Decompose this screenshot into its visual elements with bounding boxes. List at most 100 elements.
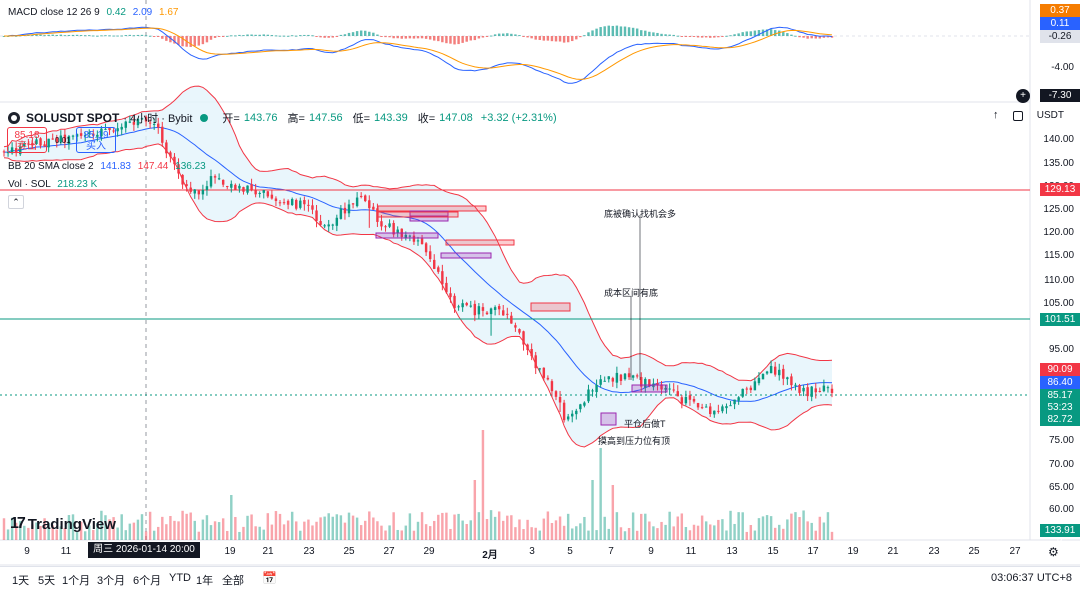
volume-bar (575, 526, 578, 540)
candle-body (830, 388, 834, 393)
candle-body (169, 152, 172, 157)
clock-readout[interactable]: 03:06:37 UTC+8 (990, 572, 1072, 584)
fullscreen-icon[interactable] (1013, 111, 1023, 121)
crosshair-date-label: 周三 2026-01-14 20:00 (88, 542, 200, 558)
candle-body (558, 396, 562, 403)
macd-histogram-bar (644, 30, 647, 36)
volume-bar (278, 513, 282, 540)
annotation-cost-range[interactable]: 成本区间有底 (604, 288, 659, 298)
volume-bar (368, 511, 371, 540)
collapse-legend-button[interactable]: ⌃ (8, 195, 24, 209)
range-button[interactable]: YTD (169, 572, 191, 584)
volume-bar (262, 529, 265, 540)
candle-body (445, 282, 448, 293)
volume-legend[interactable]: Vol · SOL 218.23 K (8, 179, 97, 190)
macd-histogram-bar (303, 34, 306, 36)
macd-histogram-bar (295, 35, 298, 37)
macd-histogram-bar (652, 32, 655, 36)
volume-bar (104, 515, 107, 540)
volume-bar (372, 517, 375, 540)
candle-body (648, 379, 651, 386)
range-button[interactable]: 1天 (12, 575, 30, 587)
annotation-bottom-confirmed[interactable]: 底被确认找机会多 (604, 209, 677, 219)
annotation-close-then-t[interactable]: 平仓后做T (624, 419, 666, 429)
candle-body (347, 204, 351, 214)
volume-bar (648, 521, 651, 540)
annotation-touch-resistance[interactable]: 摸高到压力位有顶 (598, 436, 671, 446)
calendar-icon[interactable]: 📅 (262, 571, 277, 585)
close-value: 147.08 (439, 112, 473, 124)
candle-body (591, 390, 594, 392)
volume-bar (226, 530, 229, 540)
price-axis-tick: 95.00 (1048, 344, 1074, 355)
volume-bar (92, 529, 95, 540)
macd-histogram-bar (152, 36, 156, 37)
range-button[interactable]: 3个月 (97, 575, 126, 587)
macd-histogram-bar (201, 36, 205, 45)
volume-bar (688, 530, 692, 540)
candle-body (550, 381, 554, 392)
candle-body (173, 156, 176, 165)
settings-icon[interactable]: ⚙ (1048, 545, 1059, 559)
range-button[interactable]: 1年 (196, 575, 214, 587)
macd-histogram-bar (782, 32, 785, 36)
candle-body (469, 305, 472, 307)
macd-histogram-bar (753, 30, 757, 36)
macd-histogram-bar (461, 36, 464, 43)
volume-bar (477, 512, 481, 540)
volume-bar (286, 520, 290, 540)
candle-body (579, 404, 582, 410)
range-button[interactable]: 1个月 (62, 575, 91, 587)
tag-support: 101.51 (1040, 313, 1080, 326)
currency-selector[interactable]: USDT (1036, 110, 1064, 121)
macd-histogram-bar (51, 34, 54, 36)
volume-bar (627, 527, 631, 540)
sell-button[interactable]: 85.18 卖出 (7, 127, 47, 153)
candle-body (749, 387, 753, 391)
up-arrow-icon[interactable]: ↑ (993, 109, 999, 121)
macd-histogram-bar (619, 26, 623, 36)
interval-exchange[interactable]: · 4小时 · Bybit (123, 113, 193, 125)
volume-bar (445, 512, 448, 540)
order-block-zone (631, 384, 668, 393)
macd-histogram-bar (810, 36, 813, 39)
bb-legend[interactable]: BB 20 SMA close 2 141.83 147.44 136.23 (8, 161, 206, 172)
price-axis-tick: 115.00 (1044, 250, 1074, 261)
buy-button[interactable]: 85.19 买入 (76, 127, 116, 153)
volume-bar (664, 524, 667, 540)
symbol-header[interactable]: SOLUSDT SPOT · 4小时 · Bybit 开= 143.76 高= 14… (8, 110, 557, 126)
volume-bar (396, 529, 399, 540)
candle-body (286, 200, 290, 205)
range-button[interactable]: 5天 (38, 575, 56, 587)
volume-bar (481, 430, 485, 540)
macd-histogram-bar (380, 36, 383, 37)
plus-icon[interactable]: + (1016, 89, 1030, 103)
candle-body (79, 133, 83, 136)
low-label: 低= (352, 113, 371, 125)
macd-legend[interactable]: MACD close 12 26 9 0.42 2.09 1.67 (8, 7, 178, 18)
symbol-name[interactable]: SOLUSDT SPOT (26, 111, 120, 125)
range-button[interactable]: 全部 (222, 575, 244, 587)
macd-histogram-bar (364, 30, 367, 36)
tradingview-logo[interactable]: 17 TradingView (10, 515, 116, 533)
macd-histogram-bar (165, 36, 168, 41)
volume-bar (299, 530, 302, 540)
volume-bar (611, 485, 615, 540)
macd-histogram-bar (100, 35, 103, 37)
volume-bar (270, 524, 274, 540)
macd-histogram-bar (173, 36, 176, 44)
candle-body (729, 405, 732, 407)
macd-histogram-bar (778, 30, 781, 36)
macd-histogram-bar (120, 35, 123, 37)
order-block-zone (600, 412, 617, 426)
volume-bar (717, 519, 720, 540)
candle-body (217, 178, 221, 180)
volume-bar (790, 513, 793, 540)
volume-bar (761, 516, 765, 540)
volume-bar (128, 523, 132, 540)
candle-body (31, 142, 34, 146)
volume-bar (465, 524, 468, 540)
volume-bar (749, 525, 753, 540)
range-button[interactable]: 6个月 (133, 575, 162, 587)
